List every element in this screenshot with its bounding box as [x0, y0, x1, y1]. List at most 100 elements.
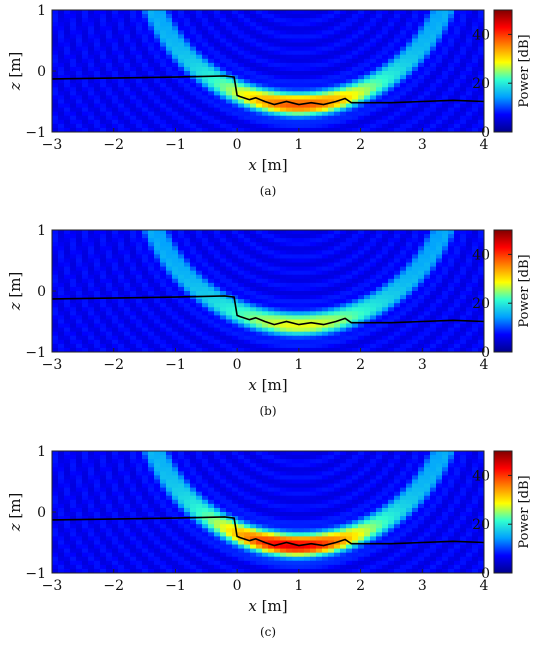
heatmap-cell [448, 127, 455, 132]
heatmap-cell [310, 315, 317, 321]
heatmap-cell [454, 270, 461, 276]
heatmap-cell [286, 327, 293, 333]
heatmap-cell [436, 463, 443, 468]
heatmap-cell [238, 22, 245, 27]
heatmap-cell [136, 307, 143, 312]
heatmap-cell [118, 335, 125, 341]
heatmap-cell [88, 331, 95, 337]
heatmap-cell [106, 327, 113, 333]
heatmap-cell [478, 127, 484, 132]
heatmap-cell [412, 14, 419, 19]
colorbar-tick-label: 40 [472, 27, 490, 43]
heatmap-cell [478, 30, 484, 35]
heatmap-cell [244, 50, 251, 56]
heatmap-cell [376, 335, 383, 341]
heatmap-cell [52, 451, 59, 456]
colorbar [493, 229, 513, 353]
heatmap-cell [100, 270, 107, 276]
heatmap-cell [106, 79, 113, 84]
heatmap-cell [448, 286, 455, 292]
heatmap-cell [280, 254, 287, 260]
heatmap-cell [184, 107, 191, 113]
heatmap-cell [142, 463, 149, 468]
heatmap-cell [166, 315, 173, 321]
heatmap-cell [442, 38, 449, 44]
heatmap-cell [298, 34, 305, 40]
heatmap-cell [178, 10, 185, 15]
heatmap-cell [388, 278, 395, 284]
heatmap-cell [472, 34, 479, 40]
heatmap-cell [346, 262, 353, 268]
heatmap-cell [448, 347, 455, 352]
heatmap-cell [274, 327, 281, 333]
heatmap-cell [310, 475, 317, 481]
heatmap-cell [214, 463, 221, 468]
heatmap-cell [70, 303, 77, 308]
heatmap-cell [454, 66, 461, 72]
heatmap-cell [106, 103, 113, 109]
heatmap-cell [304, 230, 311, 235]
heatmap-cell [406, 335, 413, 341]
heatmap-cell [412, 270, 419, 276]
heatmap-cell [460, 30, 467, 35]
heatmap-cell [268, 38, 275, 44]
heatmap-cell [406, 254, 413, 260]
heatmap-cell [334, 234, 341, 239]
heatmap-cell [286, 18, 293, 23]
heatmap-cell [292, 335, 299, 341]
heatmap-cell [262, 22, 269, 27]
heatmap-cell [214, 467, 221, 472]
heatmap-cell [316, 22, 323, 27]
heatmap-cell [196, 95, 203, 101]
heatmap-cell [178, 99, 185, 105]
heatmap-cell [400, 315, 407, 321]
heatmap-cell [310, 95, 317, 101]
heatmap-cell [262, 303, 269, 308]
heatmap-cell [430, 22, 437, 27]
heatmap-cell [160, 455, 167, 460]
heatmap-cell [202, 331, 209, 337]
heatmap-cell [148, 103, 155, 109]
heatmap-cell [106, 459, 113, 464]
heatmap-cell [328, 262, 335, 268]
heatmap-cell [70, 42, 77, 48]
heatmap-cell [160, 26, 167, 31]
heatmap-cell [118, 343, 125, 349]
heatmap-cell [334, 46, 341, 52]
heatmap-cell [226, 335, 233, 341]
heatmap-cell [244, 14, 251, 19]
heatmap-cell [106, 335, 113, 341]
heatmap-cell [88, 123, 95, 129]
heatmap-cell [466, 54, 473, 60]
heatmap-cell [142, 315, 149, 321]
heatmap-cell [250, 323, 257, 329]
heatmap-cell [64, 295, 71, 300]
heatmap-cell [376, 34, 383, 40]
heatmap-cell [328, 315, 335, 321]
heatmap-cell [376, 230, 383, 235]
heatmap-cell [184, 311, 191, 316]
heatmap-cell [424, 479, 431, 485]
heatmap-cell [118, 10, 125, 15]
heatmap-cell [478, 62, 484, 68]
x-axis-label: x [m] [248, 376, 287, 394]
heatmap-cell [64, 467, 71, 472]
heatmap-cell [340, 262, 347, 268]
heatmap-cell [328, 254, 335, 260]
heatmap-cell [208, 311, 215, 316]
heatmap-cell [202, 111, 209, 117]
heatmap-cell [238, 18, 245, 23]
heatmap-cell [184, 50, 191, 56]
heatmap-cell [88, 18, 95, 23]
heatmap-cell [370, 38, 377, 44]
heatmap-cell [124, 127, 131, 132]
heatmap-cell [316, 250, 323, 255]
heatmap-cell [214, 34, 221, 40]
heatmap-cell [478, 34, 484, 40]
heatmap-cell [364, 75, 371, 80]
heatmap-cell [382, 262, 389, 268]
heatmap-cell [136, 95, 143, 101]
heatmap-cell [256, 91, 263, 96]
heatmap-cell [124, 119, 131, 125]
